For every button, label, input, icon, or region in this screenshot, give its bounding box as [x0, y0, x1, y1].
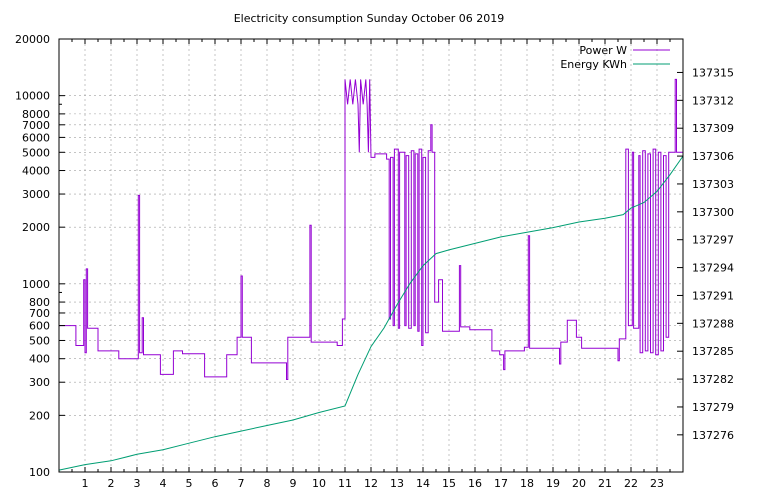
y-left-tick-label: 400 — [29, 353, 50, 366]
y-left-tick-label: 3000 — [22, 188, 50, 201]
y-right-tick-label: 137279 — [692, 401, 734, 414]
x-tick-label: 18 — [520, 477, 534, 490]
y-right-tick-label: 137276 — [692, 429, 734, 442]
y-left-tick-label: 700 — [29, 307, 50, 320]
x-tick-label: 16 — [468, 477, 482, 490]
y-left-tick-label: 5000 — [22, 146, 50, 159]
y-left-tick-label: 6000 — [22, 131, 50, 144]
x-tick-label: 14 — [416, 477, 430, 490]
y-left-tick-label: 7000 — [22, 119, 50, 132]
x-tick-label: 10 — [312, 477, 326, 490]
x-tick-label: 8 — [264, 477, 271, 490]
x-tick-label: 11 — [338, 477, 352, 490]
y-right-tick-label: 137315 — [692, 66, 734, 79]
chart-title: Electricity consumption Sunday October 0… — [234, 12, 505, 25]
x-tick-label: 1 — [82, 477, 89, 490]
y-right-tick-label: 137312 — [692, 94, 734, 107]
x-tick-label: 20 — [572, 477, 586, 490]
series-line-energy — [58, 155, 684, 471]
x-tick-label: 6 — [212, 477, 219, 490]
x-tick-label: 9 — [290, 477, 297, 490]
x-tick-label: 21 — [598, 477, 612, 490]
y-right-tick-label: 137303 — [692, 178, 734, 191]
y-left-tick-label: 300 — [29, 376, 50, 389]
x-tick-label: 5 — [186, 477, 193, 490]
x-tick-label: 13 — [390, 477, 404, 490]
y-right-tick-label: 137282 — [692, 373, 734, 386]
y-right-tick-label: 137288 — [692, 317, 734, 330]
x-tick-label: 7 — [238, 477, 245, 490]
x-tick-label: 2 — [108, 477, 115, 490]
x-tick-label: 19 — [546, 477, 560, 490]
series-lines — [58, 78, 684, 471]
legend-label-energy: Energy KWh — [560, 58, 627, 71]
y-right-tick-label: 137309 — [692, 122, 734, 135]
x-tick-label: 23 — [650, 477, 664, 490]
y-left-tick-label: 2000 — [22, 221, 50, 234]
y-right-tick-label: 137294 — [692, 262, 734, 275]
grid — [59, 39, 683, 472]
y-right-tick-label: 137285 — [692, 345, 734, 358]
x-tick-label: 4 — [160, 477, 167, 490]
y-left-tick-label: 20000 — [15, 33, 50, 46]
y-right-tick-label: 137291 — [692, 289, 734, 302]
x-tick-label: 22 — [624, 477, 638, 490]
series-line-power — [59, 78, 683, 380]
x-tick-label: 3 — [134, 477, 141, 490]
y-right-tick-label: 137297 — [692, 234, 734, 247]
y-left-tick-label: 500 — [29, 334, 50, 347]
x-tick-label: 12 — [364, 477, 378, 490]
y-left-tick-label: 1000 — [22, 278, 50, 291]
y-left-tick-label: 4000 — [22, 165, 50, 178]
x-tick-label: 17 — [494, 477, 508, 490]
x-tick-label: 15 — [442, 477, 456, 490]
legend-label-power: Power W — [579, 44, 627, 57]
y-left-tick-label: 200 — [29, 409, 50, 422]
y-left-tick-label: 100 — [29, 466, 50, 479]
y-left-tick-label: 800 — [29, 296, 50, 309]
y-right-tick-label: 137300 — [692, 206, 734, 219]
axes: 1 2 3 4 5 6 7 8 9 10 11 12 13 14 15 16 17 18 19 20 21 22 23100… — [15, 33, 734, 490]
legend: Power W Energy KWh — [560, 44, 670, 71]
y-left-tick-label: 10000 — [15, 90, 50, 103]
y-left-tick-label: 8000 — [22, 108, 50, 121]
y-left-tick-label: 600 — [29, 320, 50, 333]
y-right-tick-label: 137306 — [692, 150, 734, 163]
